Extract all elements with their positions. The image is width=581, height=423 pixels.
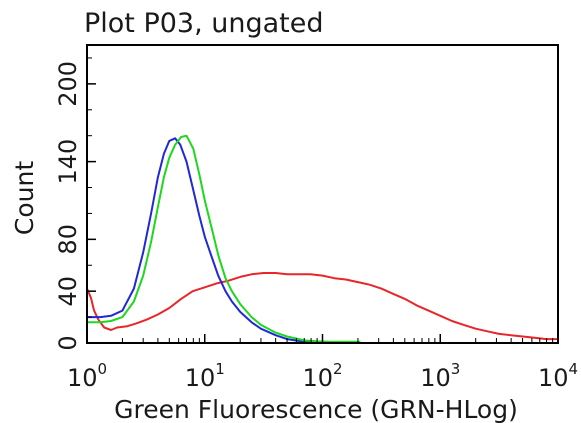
x-tick-label: 104 xyxy=(538,360,578,392)
series-line-2 xyxy=(87,137,358,344)
x-axis-label: Green Fluorescence (GRN-HLog) xyxy=(114,395,518,423)
series-line-1 xyxy=(86,272,558,341)
x-tick-label: 102 xyxy=(302,360,342,392)
chart-title: Plot P03, ungated xyxy=(84,8,324,39)
x-tick-label: 101 xyxy=(185,360,225,392)
y-tick-label: 0 xyxy=(54,335,82,350)
plot-frame xyxy=(86,44,559,344)
y-tick-label: 40 xyxy=(54,276,82,307)
series-layer xyxy=(86,134,558,344)
y-tick-label: 80 xyxy=(54,224,82,255)
y-axis-label: Count xyxy=(10,161,39,235)
series-line-3 xyxy=(87,134,361,343)
y-tick-label: 140 xyxy=(54,139,82,185)
x-tick-label: 103 xyxy=(420,360,460,392)
y-tick-label: 200 xyxy=(54,61,82,107)
x-tick-label: 100 xyxy=(67,360,107,392)
